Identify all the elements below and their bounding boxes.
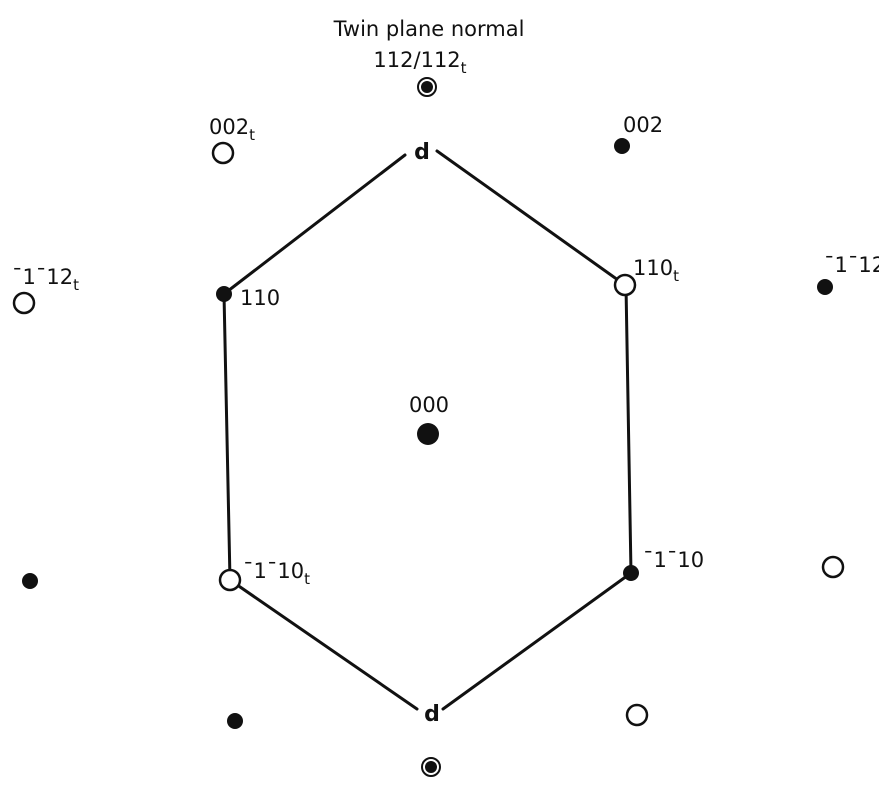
label-bar-110: ¯1¯10 — [643, 548, 704, 572]
spot-110t — [613, 273, 637, 297]
title-line2: 112/112t — [373, 48, 466, 77]
edge-bottom-right — [441, 571, 633, 711]
spot-bar-110 — [623, 565, 639, 581]
spot-002t — [211, 141, 235, 165]
label-110t: 110t — [633, 256, 679, 285]
spot-112-common — [417, 77, 437, 97]
edge-bottom-left — [228, 578, 419, 711]
edge-right — [624, 284, 633, 575]
spot-bottom-right — [625, 703, 649, 727]
spot-bar-110t — [218, 568, 242, 592]
spot-110 — [216, 286, 232, 302]
label-000: 000 — [409, 393, 449, 417]
label-002: 002 — [623, 113, 663, 137]
label-d-bottom: d — [424, 702, 440, 727]
edge-top-right — [435, 149, 627, 287]
spot-lower-left — [22, 573, 38, 589]
label-110: 110 — [240, 286, 280, 310]
label-d-top: d — [414, 140, 430, 165]
label-bar-112t: ¯1¯12t — [12, 265, 79, 294]
spot-002 — [614, 138, 630, 154]
spot-bar-112 — [817, 279, 833, 295]
label-bar-112: ¯1¯12 — [824, 253, 879, 277]
spot-bottom-common — [421, 757, 441, 777]
hexagon-outline — [222, 149, 633, 711]
label-002t: 002t — [209, 115, 255, 144]
edge-left — [222, 292, 232, 582]
spots — [12, 77, 845, 777]
edge-top-left — [222, 153, 407, 296]
spot-bottom-left — [227, 713, 243, 729]
label-bar-110t: ¯1¯10t — [243, 559, 310, 588]
spot-lower-right — [821, 555, 845, 579]
spot-000 — [417, 423, 439, 445]
title-line1: Twin plane normal — [333, 17, 525, 41]
spot-bar-112t — [12, 291, 36, 315]
